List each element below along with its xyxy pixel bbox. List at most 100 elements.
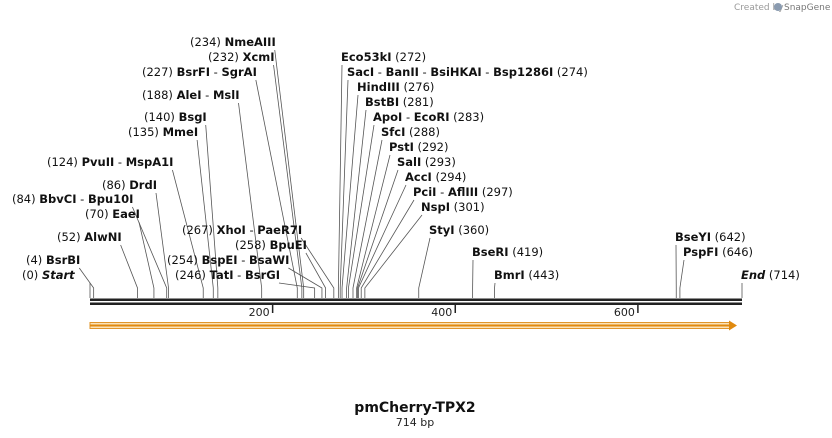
orange-arrow-feature: [89, 320, 737, 331]
site-position: (84): [12, 192, 39, 206]
enzyme-name: AflIII: [448, 185, 478, 199]
enzyme-name: SgrAI: [221, 65, 256, 79]
site-label-293: SalI (293): [397, 155, 456, 169]
site-line-360: [418, 237, 431, 298]
site-connector-lines: [78, 49, 743, 298]
enzyme-name: PciI: [413, 185, 436, 199]
ruler-tick-label: 400: [431, 306, 452, 319]
site-line-294: [358, 184, 407, 298]
site-position: (232): [208, 50, 243, 64]
site-label-714: End (714): [741, 268, 800, 282]
site-position: (52): [57, 230, 84, 244]
site-position: (267): [182, 223, 217, 237]
separator: -: [238, 253, 249, 267]
site-label-292: PstI (292): [389, 140, 448, 154]
ruler-tick-label: 600: [614, 306, 635, 319]
site-line-135: [196, 139, 214, 298]
site-line-234: [274, 49, 305, 298]
enzyme-name: BseRI: [472, 245, 509, 259]
site-label-642: BseYI (642): [675, 230, 746, 244]
backbone-bottom-strand: [90, 302, 742, 305]
site-position: (254): [167, 253, 202, 267]
site-position: (246): [175, 268, 210, 282]
site-label-86: (86) DrdI: [102, 178, 157, 192]
site-label-4: (4) BsrBI: [26, 253, 80, 267]
enzyme-name: PspFI: [683, 245, 718, 259]
site-line-70: [138, 221, 155, 298]
snapgene-logo-icon: [774, 3, 782, 11]
separator: -: [419, 65, 430, 79]
site-line-276: [341, 94, 359, 298]
site-label-294: AccI (294): [405, 170, 466, 184]
site-position: (714): [765, 268, 800, 282]
site-label-283: ApoI - EcoRI (283): [373, 110, 484, 124]
enzyme-name: NmeAIII: [225, 35, 276, 49]
site-label-84: (84) BbvCI - Bpu10I: [12, 192, 133, 206]
site-label-301: NspI (301): [421, 200, 485, 214]
separator: -: [202, 88, 213, 102]
site-position: (227): [142, 65, 177, 79]
site-label-288: SfcI (288): [381, 125, 440, 139]
enzyme-name: MslI: [213, 88, 240, 102]
separator: -: [246, 223, 257, 237]
site-position: (140): [144, 110, 179, 124]
site-position: (234): [190, 35, 225, 49]
site-label-254: (254) BspEI - BsaWI: [167, 253, 289, 267]
enzyme-name: BmrI: [494, 268, 525, 282]
site-position: (419): [509, 245, 544, 259]
ruler: 200 400 600: [249, 305, 639, 319]
site-position: (276): [400, 80, 435, 94]
site-position: (258): [235, 238, 270, 252]
enzyme-name: DrdI: [129, 178, 157, 192]
site-line-301: [364, 214, 423, 298]
site-line-272: [337, 64, 343, 298]
site-position: (281): [399, 95, 434, 109]
site-position: (297): [478, 185, 513, 199]
site-position: (301): [450, 200, 485, 214]
enzyme-name: Bpu10I: [88, 192, 133, 206]
enzyme-name: HindIII: [357, 80, 400, 94]
enzyme-name: BsrFI: [177, 65, 210, 79]
site-position: (646): [718, 245, 753, 259]
site-position: (360): [455, 223, 490, 237]
enzyme-name: BbvCI: [39, 192, 76, 206]
site-position: (4): [26, 253, 46, 267]
site-label-272: Eco53kI (272): [341, 50, 426, 64]
separator: -: [436, 185, 447, 199]
site-label-276: HindIII (276): [357, 80, 434, 94]
enzyme-name: PvuII: [82, 155, 115, 169]
site-line-84: [132, 206, 168, 298]
site-label-419: BseRI (419): [472, 245, 543, 259]
site-label-646: PspFI (646): [683, 245, 753, 259]
site-label-234: (234) NmeAIII: [190, 35, 276, 49]
enzyme-name: Start: [42, 268, 75, 282]
enzyme-name: XhoI: [217, 223, 246, 237]
credit-prefix: Created by: [734, 3, 784, 13]
enzyme-name: PaeR7I: [257, 223, 302, 237]
enzyme-name: SfcI: [381, 125, 405, 139]
site-line-293: [357, 169, 399, 298]
enzyme-name: End: [741, 268, 766, 282]
site-label-140: (140) BsgI: [144, 110, 207, 124]
site-line-288: [352, 139, 383, 298]
enzyme-name: EcoRI: [414, 110, 450, 124]
ruler-tick-label: 200: [249, 306, 270, 319]
enzyme-name: BseYI: [675, 230, 711, 244]
site-line-258: [305, 252, 326, 298]
credit-brand: SnapGene: [784, 3, 831, 13]
snapgene-credit: Created by SnapGene: [734, 3, 831, 13]
dna-backbone: [90, 298, 742, 305]
enzyme-name: NspI: [421, 200, 450, 214]
site-position: (283): [450, 110, 485, 124]
enzyme-name: MmeI: [163, 125, 199, 139]
site-line-124: [172, 169, 204, 298]
enzyme-name: TatI: [210, 268, 234, 282]
site-label-227: (227) BsrFI - SgrAI: [142, 65, 257, 79]
site-label-232: (232) XcmI: [208, 50, 275, 64]
site-line-246: [278, 282, 316, 298]
plasmid-length: 714 bp: [396, 416, 434, 429]
enzyme-name: BsiHKAI: [430, 65, 481, 79]
site-line-297: [360, 199, 415, 298]
enzyme-name: BsgI: [179, 110, 207, 124]
enzyme-name: SacI: [347, 65, 374, 79]
